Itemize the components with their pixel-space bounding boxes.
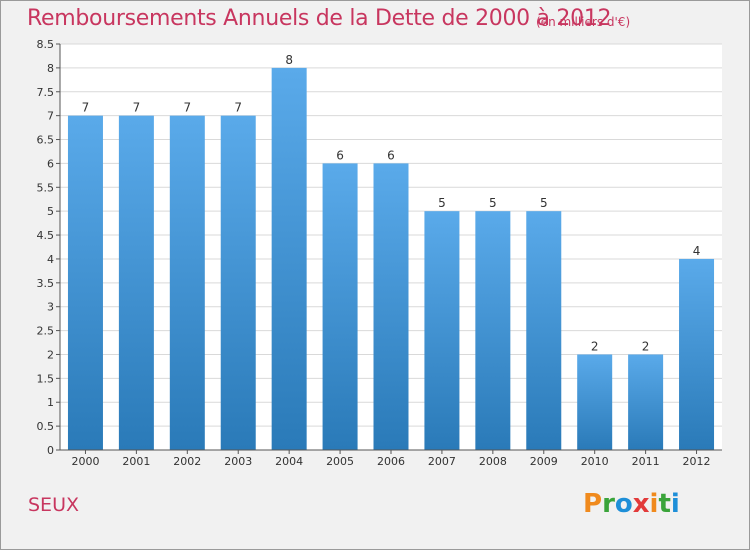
y-tick-label: 7.5	[37, 86, 55, 99]
bar	[169, 115, 205, 450]
data-label: 7	[133, 101, 141, 115]
x-tick-label: 2002	[173, 455, 201, 468]
y-tick-label: 7	[47, 110, 54, 123]
bar	[322, 163, 358, 451]
bar	[577, 354, 613, 450]
y-tick-label: 5	[47, 205, 54, 218]
y-tick-label: 1	[47, 396, 54, 409]
data-label: 8	[285, 53, 293, 67]
bar	[526, 211, 562, 450]
logo-letter: t	[658, 489, 671, 519]
x-tick-label: 2008	[479, 455, 507, 468]
data-label: 7	[234, 101, 242, 115]
y-tick-label: 8	[47, 62, 54, 75]
x-tick-label: 2009	[530, 455, 558, 468]
y-tick-label: 5.5	[37, 181, 55, 194]
bars	[67, 67, 715, 451]
axes	[56, 43, 722, 454]
data-label: 4	[693, 244, 701, 258]
proxiti-logo: Proxiti	[583, 489, 680, 519]
data-label: 2	[642, 339, 650, 353]
bar	[67, 115, 103, 450]
x-tick-label: 2003	[224, 455, 252, 468]
y-tick-label: 8.5	[37, 38, 55, 51]
y-tick-label: 0	[47, 444, 54, 457]
bar	[220, 115, 256, 450]
logo-letter: P	[583, 489, 603, 519]
data-label: 7	[183, 101, 191, 115]
data-label: 2	[591, 339, 599, 353]
y-tick-label: 3	[47, 301, 54, 314]
logo-letter: o	[614, 489, 633, 519]
x-tick-label: 2012	[683, 455, 711, 468]
y-tick-label: 3.5	[37, 277, 55, 290]
y-tick-label: 2.5	[37, 325, 55, 338]
labels: 0 0.5 1 1.5 2 2.5 3 3.5 4 4.5 5 5.5 6 6.5 7 7.5 8 8.5 7 200…	[37, 38, 711, 468]
x-tick-label: 2000	[71, 455, 99, 468]
y-tick-label: 4	[47, 253, 54, 266]
bar	[628, 354, 664, 450]
y-tick-label: 4.5	[37, 229, 55, 242]
data-label: 6	[336, 148, 344, 162]
commune-name: SEUX	[28, 494, 79, 516]
y-tick-label: 6	[47, 157, 54, 170]
x-tick-label: 2006	[377, 455, 405, 468]
data-label: 5	[540, 196, 548, 210]
bar	[679, 258, 715, 450]
logo-letter: x	[632, 489, 650, 519]
bar	[271, 67, 307, 450]
y-tick-label: 2	[47, 348, 54, 361]
x-tick-label: 2010	[581, 455, 609, 468]
logo-letter: r	[602, 489, 615, 519]
bar	[475, 211, 511, 450]
bar	[118, 115, 154, 450]
y-tick-label: 1.5	[37, 372, 55, 385]
x-tick-label: 2004	[275, 455, 303, 468]
y-tick-label: 0.5	[37, 420, 55, 433]
data-label: 6	[387, 148, 395, 162]
bar	[373, 163, 409, 451]
data-label: 5	[489, 196, 497, 210]
y-tick-label: 6.5	[37, 134, 55, 147]
logo-letter: i	[649, 489, 659, 519]
x-tick-label: 2011	[632, 455, 660, 468]
chart-subtitle: (en milliers d'€)	[536, 15, 631, 29]
x-tick-label: 2001	[122, 455, 150, 468]
x-tick-label: 2007	[428, 455, 456, 468]
data-label: 5	[438, 196, 446, 210]
x-tick-label: 2005	[326, 455, 354, 468]
logo-letter: i	[670, 489, 680, 519]
chart-title: Remboursements Annuels de la Dette de 20…	[27, 6, 612, 31]
bar	[424, 211, 460, 450]
data-label: 7	[82, 101, 90, 115]
